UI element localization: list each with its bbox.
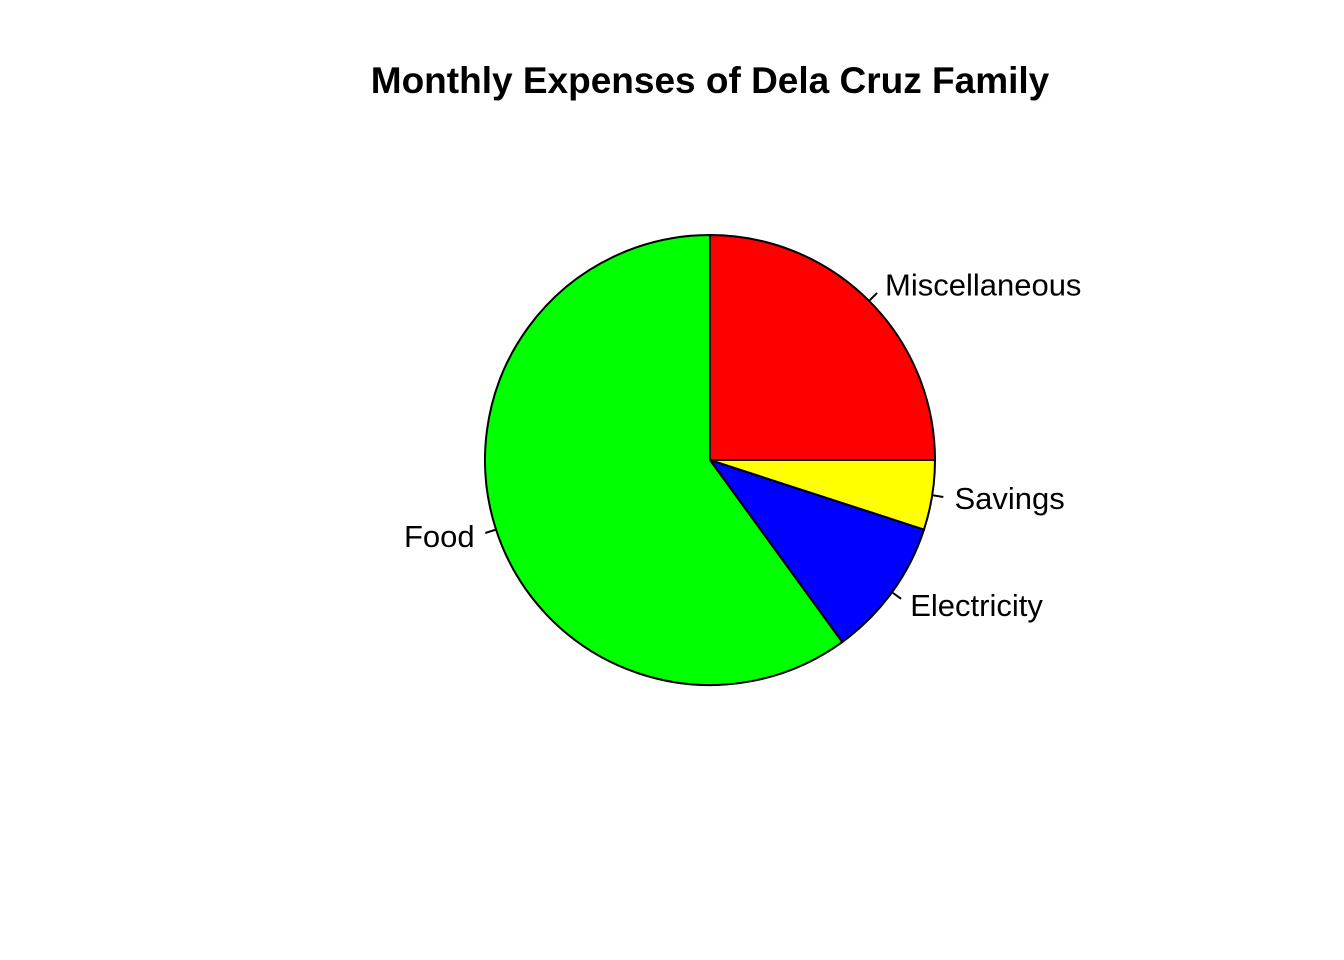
- pie-slice-food: [484, 234, 844, 686]
- slice-label-food: Food: [404, 519, 475, 554]
- chart-title: Monthly Expenses of Dela Cruz Family: [371, 60, 1050, 101]
- slice-label-savings: Savings: [954, 481, 1064, 516]
- pie-leader-lines: [485, 292, 944, 600]
- leader-line-savings: [932, 494, 944, 498]
- pie-slice-miscellaneous: [709, 234, 936, 461]
- pie-labels: Miscellaneous Food Electricity Savings: [404, 267, 1082, 622]
- pie-slices: [484, 234, 936, 686]
- slice-label-electricity: Electricity: [910, 588, 1043, 623]
- leader-line-electricity: [891, 591, 902, 600]
- leader-line-miscellaneous: [868, 292, 878, 302]
- slice-label-miscellaneous: Miscellaneous: [885, 267, 1081, 302]
- leader-line-food: [485, 528, 497, 534]
